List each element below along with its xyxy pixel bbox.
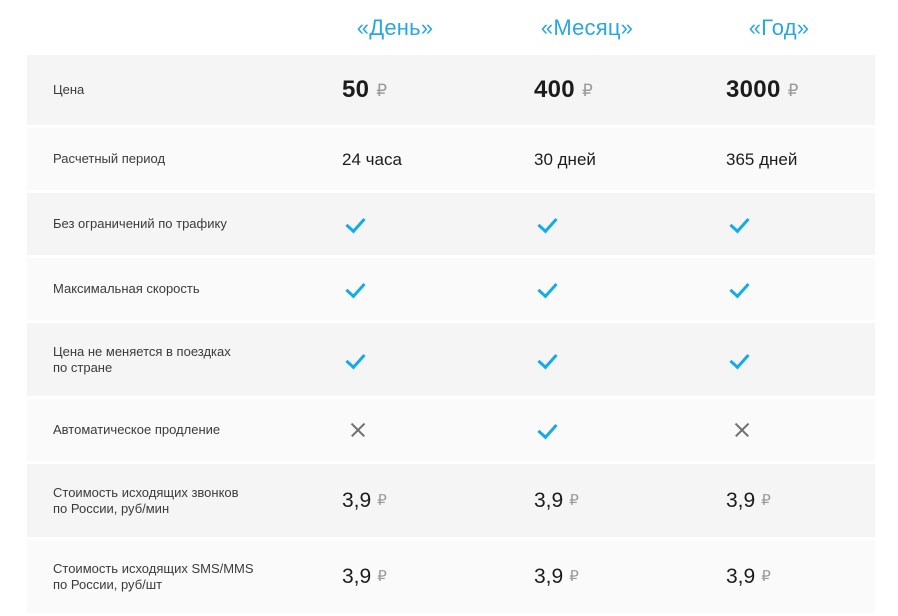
check-icon: [539, 213, 561, 235]
feature-label-line1: Без ограничений по трафику: [53, 216, 227, 231]
value-cell-month: 400 ₽: [491, 78, 683, 102]
value-cell-month: [491, 213, 683, 235]
cross-icon: [347, 419, 369, 441]
value-cell-day: 24 часа: [299, 151, 491, 168]
ruble-sign: ₽: [376, 80, 388, 100]
feature-label: Без ограничений по трафику: [53, 216, 299, 232]
cross-icon: [731, 419, 753, 441]
check-icon: [347, 213, 369, 235]
ruble-sign: ₽: [581, 80, 593, 100]
feature-label: Максимальная скорость: [53, 281, 299, 297]
ruble-sign: ₽: [761, 568, 771, 585]
check-icon: [347, 278, 369, 300]
ruble-sign: ₽: [569, 492, 579, 509]
value-cell-day: 50 ₽: [299, 78, 491, 102]
table-row: Без ограничений по трафику: [27, 193, 875, 255]
value-cell-year: [683, 278, 875, 300]
table-row: Цена 50 ₽ 400 ₽ 3000 ₽: [27, 55, 875, 125]
check-icon: [347, 349, 369, 371]
feature-label-line2: по России, руб/мин: [53, 500, 170, 516]
rate-value: 3,9: [534, 489, 564, 512]
value-cell-year: 3000 ₽: [683, 78, 875, 102]
table-row: Стоимость исходящих звонков по России, р…: [27, 464, 875, 537]
feature-label-line2: по России, руб/шт: [53, 576, 163, 592]
price-value: 3000: [726, 76, 781, 103]
feature-label-line1: Стоимость исходящих звонков: [53, 484, 239, 500]
rate-value: 3,9: [342, 489, 372, 512]
period-value: 30 дней: [534, 149, 596, 169]
plan-header-day: «День»: [356, 14, 434, 40]
value-cell-month: 3,9 ₽: [491, 566, 683, 587]
check-icon: [539, 419, 561, 441]
plan-header-month: «Месяц»: [540, 14, 634, 40]
value-cell-month: [491, 349, 683, 371]
ruble-sign: ₽: [377, 568, 387, 585]
value-cell-year: 3,9 ₽: [683, 566, 875, 587]
rate-value: 3,9: [726, 565, 756, 588]
feature-label-line1: Стоимость исходящих SMS/MMS: [53, 560, 254, 576]
ruble-sign: ₽: [761, 492, 771, 509]
feature-label-line1: Автоматическое продление: [53, 422, 221, 437]
value-cell-year: 3,9 ₽: [683, 490, 875, 511]
ruble-sign: ₽: [569, 568, 579, 585]
table-row: Максимальная скорость: [27, 258, 875, 320]
value-cell-month: 30 дней: [491, 151, 683, 168]
feature-label: Расчетный период: [53, 151, 299, 167]
feature-label-line1: Расчетный период: [53, 151, 166, 166]
feature-label: Автоматическое продление: [53, 422, 299, 438]
feature-label-line1: Цена: [53, 82, 85, 97]
price-value: 400: [534, 76, 575, 103]
feature-label-line1: Цена не меняется в поездках: [53, 343, 231, 359]
feature-label: Цена не меняется в поездках по стране: [53, 344, 299, 376]
value-cell-day: [299, 278, 491, 300]
table-row: Стоимость исходящих SMS/MMS по России, р…: [27, 540, 875, 613]
feature-label-line1: Максимальная скорость: [53, 281, 200, 296]
plan-header-row: «День» «Месяц» «Год»: [0, 0, 898, 55]
comparison-table: Цена 50 ₽ 400 ₽ 3000 ₽ Расчетный период …: [27, 55, 875, 616]
check-icon: [539, 349, 561, 371]
value-cell-year: [683, 419, 875, 441]
rate-value: 3,9: [726, 489, 756, 512]
check-icon: [731, 213, 753, 235]
value-cell-year: [683, 349, 875, 371]
feature-label: Стоимость исходящих SMS/MMS по России, р…: [53, 561, 299, 593]
value-cell-day: [299, 349, 491, 371]
ruble-sign: ₽: [377, 492, 387, 509]
check-icon: [731, 349, 753, 371]
plan-header-year: «Год»: [748, 14, 810, 40]
check-icon: [539, 278, 561, 300]
table-row: Цена не меняется в поездках по стране: [27, 323, 875, 396]
value-cell-month: [491, 278, 683, 300]
value-cell-day: 3,9 ₽: [299, 566, 491, 587]
check-icon: [731, 278, 753, 300]
feature-label: Цена: [53, 82, 299, 98]
feature-label-line2: по стране: [53, 359, 113, 375]
period-value: 24 часа: [342, 149, 402, 169]
value-cell-year: [683, 213, 875, 235]
table-row: Расчетный период 24 часа 30 дней 365 дне…: [27, 128, 875, 190]
value-cell-day: [299, 213, 491, 235]
rate-value: 3,9: [534, 565, 564, 588]
value-cell-month: [491, 419, 683, 441]
table-row: Автоматическое продление: [27, 399, 875, 461]
value-cell-month: 3,9 ₽: [491, 490, 683, 511]
feature-label: Стоимость исходящих звонков по России, р…: [53, 485, 299, 517]
value-cell-day: 3,9 ₽: [299, 490, 491, 511]
rate-value: 3,9: [342, 565, 372, 588]
price-value: 50: [342, 76, 370, 103]
value-cell-day: [299, 419, 491, 441]
period-value: 365 дней: [726, 149, 798, 169]
value-cell-year: 365 дней: [683, 151, 875, 168]
ruble-sign: ₽: [787, 80, 799, 100]
